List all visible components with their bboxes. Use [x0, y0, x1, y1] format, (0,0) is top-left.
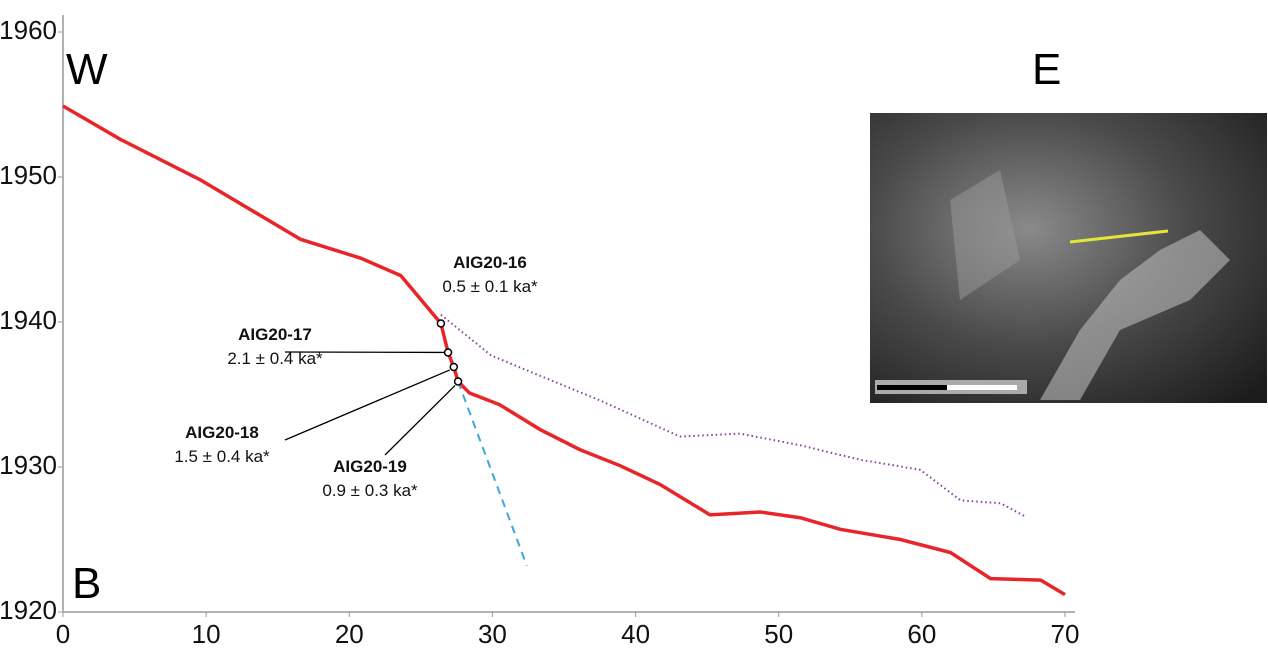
leader-line — [384, 384, 456, 456]
sample-label: AIG20-17 — [238, 325, 312, 344]
profile-line — [457, 381, 528, 566]
y-tick-label: 1930 — [0, 450, 57, 480]
profile-line — [62, 104, 1066, 597]
sample-label: AIG20-19 — [333, 457, 407, 476]
x-tick-label: 30 — [478, 619, 507, 649]
x-tick-label: 70 — [1051, 619, 1080, 649]
sample-age: 0.5 ± 0.1 ka* — [442, 277, 538, 296]
y-tick-label: 1940 — [0, 305, 57, 335]
east-label: E — [1032, 45, 1061, 94]
sample-point — [443, 348, 453, 357]
west-label: W — [66, 45, 108, 94]
sample-point — [449, 362, 459, 372]
profile-line — [440, 313, 1026, 518]
panel-label: B — [72, 559, 101, 608]
x-tick-label: 40 — [621, 619, 650, 649]
x-tick-label: 0 — [56, 619, 70, 649]
sample-point — [436, 319, 446, 328]
sample-age: 1.5 ± 0.4 ka* — [174, 447, 270, 466]
sample-age: 2.1 ± 0.4 ka* — [227, 349, 323, 368]
x-tick-label: 20 — [335, 619, 364, 649]
sample-point — [453, 377, 463, 386]
y-tick-label: 1920 — [0, 595, 57, 625]
sample-label: AIG20-18 — [185, 423, 259, 442]
y-tick-label: 1950 — [0, 160, 57, 190]
x-tick-label: 60 — [907, 619, 936, 649]
sample-label: AIG20-16 — [453, 253, 527, 272]
inset-image — [870, 113, 1267, 403]
x-tick-label: 10 — [192, 619, 221, 649]
sample-age: 0.9 ± 0.3 ka* — [322, 481, 418, 500]
leader-line — [284, 369, 451, 441]
y-tick-label: 1960 — [0, 15, 57, 45]
x-tick-label: 50 — [764, 619, 793, 649]
